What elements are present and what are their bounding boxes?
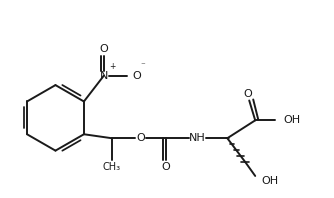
Text: O: O	[136, 133, 145, 143]
Text: O: O	[133, 71, 142, 81]
Text: N: N	[100, 71, 108, 81]
Text: NH: NH	[189, 133, 206, 143]
Text: ⁻: ⁻	[141, 62, 145, 71]
Text: O: O	[100, 44, 108, 54]
Text: +: +	[109, 62, 115, 71]
Text: O: O	[244, 89, 253, 99]
Text: CH₃: CH₃	[103, 162, 121, 172]
Text: O: O	[161, 162, 170, 172]
Text: OH: OH	[283, 115, 300, 125]
Text: OH: OH	[261, 176, 278, 186]
